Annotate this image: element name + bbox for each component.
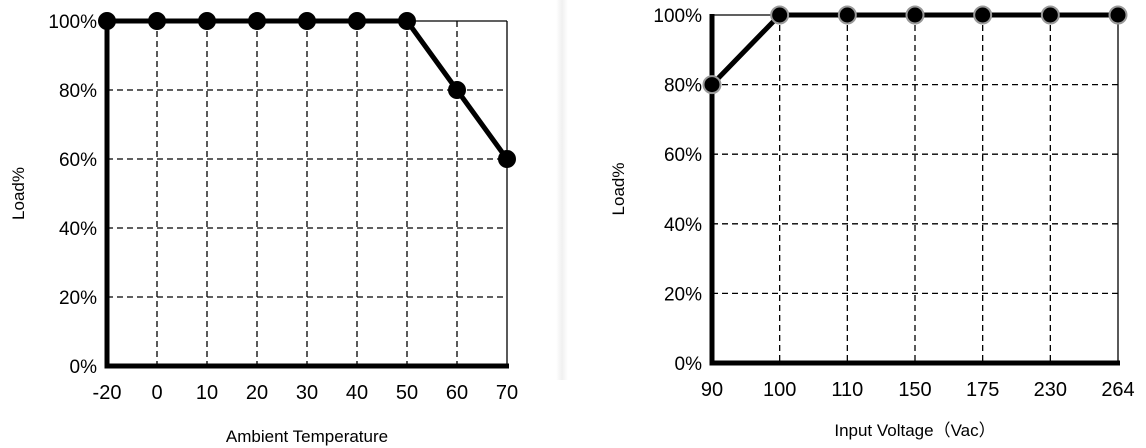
y-tick-label: 20% (59, 288, 97, 309)
x-tick-label: 230 (1034, 379, 1067, 401)
data-point-marker (498, 150, 516, 168)
data-point-marker (198, 12, 216, 30)
y-tick-label: 40% (59, 219, 97, 240)
y-tick-label: 100% (653, 6, 702, 27)
temperature-derating-chart: 0% 20% 40% 60% 80% 100% -20 0 10 20 30 40 50 60 70 Ambi… (9, 12, 518, 446)
panel-divider (556, 0, 568, 380)
x-tick-label: 264 (1101, 379, 1134, 401)
y-tick-label: 80% (59, 81, 97, 102)
x-tick-label: 50 (396, 382, 418, 404)
data-point-marker (1108, 5, 1128, 25)
x-tick-label: 110 (831, 379, 863, 401)
x-tick-label: 150 (898, 379, 931, 401)
x-tick-label: 0 (151, 382, 162, 404)
y-tick-label: 0% (70, 357, 98, 378)
x-tick-label: -20 (93, 382, 122, 404)
data-point-marker (973, 5, 993, 25)
data-point-marker (348, 12, 366, 30)
data-point-marker (837, 5, 857, 25)
data-point-marker (248, 12, 266, 30)
y-tick-label: 20% (664, 284, 702, 305)
x-tick-label: 40 (346, 382, 368, 404)
x-tick-label: 90 (701, 379, 723, 401)
data-point-marker (448, 81, 466, 99)
y-tick-label: 80% (664, 76, 702, 97)
x-tick-label: 175 (966, 379, 999, 401)
y-tick-label: 100% (48, 12, 97, 33)
data-point-marker (702, 75, 722, 95)
data-point-marker (148, 12, 166, 30)
x-tick-label: 10 (196, 382, 218, 404)
data-point-marker (1040, 5, 1060, 25)
y-axis-label: Load% (609, 163, 628, 216)
x-tick-label: 20 (246, 382, 268, 404)
y-tick-label: 0% (675, 354, 703, 375)
y-tick-label: 60% (59, 150, 97, 171)
x-axis-label: Input Voltage（Vac） (834, 421, 995, 440)
y-tick-label: 60% (664, 145, 702, 166)
data-point-marker (905, 5, 925, 25)
data-point-marker (298, 12, 316, 30)
x-tick-label: 60 (446, 382, 468, 404)
x-tick-label: 70 (496, 382, 518, 404)
data-point-marker (770, 5, 790, 25)
y-axis-label: Load% (9, 167, 28, 220)
x-tick-label: 100 (763, 379, 796, 401)
x-tick-label: 30 (296, 382, 318, 404)
data-point-marker (398, 12, 416, 30)
y-tick-label: 40% (664, 215, 702, 236)
data-point-marker (98, 12, 116, 30)
voltage-derating-chart: 0% 20% 40% 60% 80% 100% 90 100 110 150 175 230 264 In… (609, 5, 1135, 440)
x-axis-label: Ambient Temperature (226, 427, 388, 446)
